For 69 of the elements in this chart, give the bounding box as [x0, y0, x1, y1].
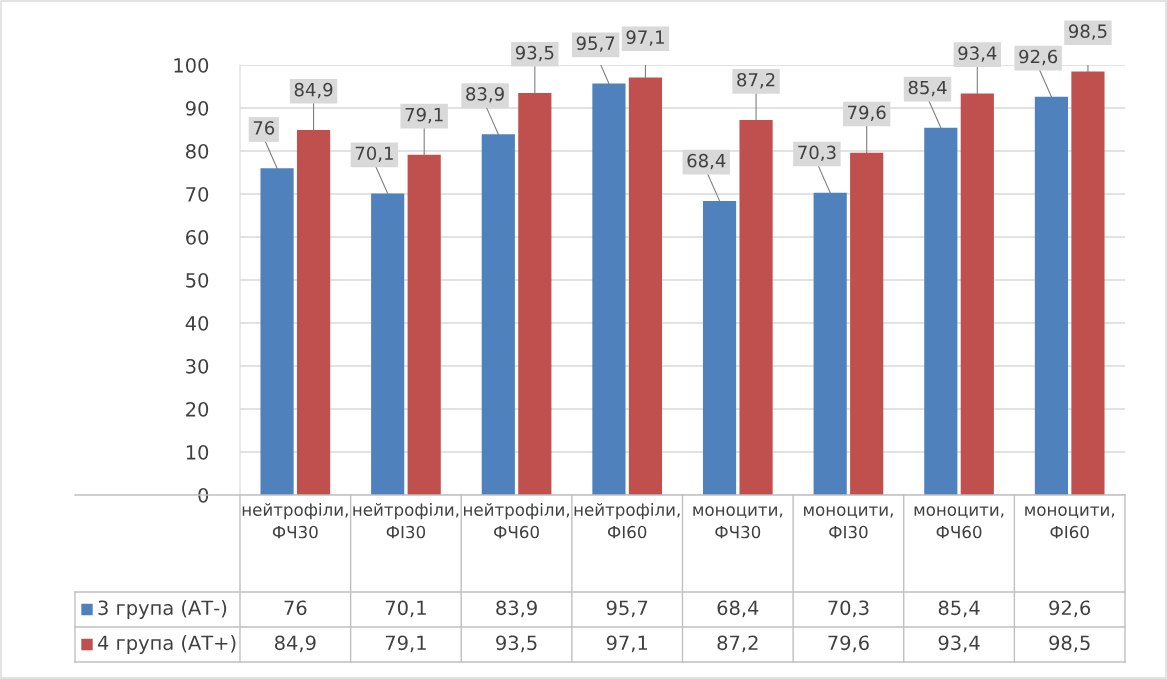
data-label: 68,4 — [717, 600, 759, 618]
bar — [592, 83, 626, 495]
y-tick-label: 90 — [185, 100, 209, 116]
data-label: 70,1 — [385, 600, 426, 618]
text: 92,6 — [1019, 49, 1058, 66]
bar — [481, 134, 515, 495]
x-tick-label: моноцити, ФІ60 — [1025, 506, 1114, 539]
x-tick-label: моноцити, ФЧ60 — [914, 506, 1004, 539]
bar — [924, 127, 958, 495]
bar — [850, 152, 884, 495]
data-label: 84,9 — [274, 635, 316, 653]
x-tick-label: моноцити, ФІ30 — [804, 506, 893, 539]
y-tick-label: 10 — [186, 444, 209, 460]
text: 70,1 — [355, 146, 393, 162]
bar — [739, 120, 773, 495]
y-tick-label: 40 — [185, 315, 209, 331]
y-tick-label: 100 — [174, 57, 209, 73]
y-tick-label: 30 — [186, 358, 209, 374]
text: 93,4 — [958, 46, 997, 62]
legend-label: 4 група (АТ+) — [97, 635, 236, 654]
data-label: 93,5 — [496, 635, 537, 653]
data-label: 79,6 — [828, 635, 869, 653]
data-label: 92,6 — [1049, 600, 1091, 618]
x-tick-label: моноцити, ФЧ30 — [693, 506, 783, 539]
x-tick-label: нейтрофіли, ФІ60 — [574, 503, 680, 539]
text: 87,2 — [737, 72, 775, 89]
text: 70,3 — [798, 145, 836, 162]
data-label: 98,5 — [1049, 635, 1090, 653]
text: 79,1 — [405, 107, 443, 124]
x-tick-label: нейтрофіли, ФІ30 — [353, 503, 459, 539]
bar — [1034, 96, 1069, 495]
data-label: 83,9 — [496, 600, 537, 618]
y-tick-label: 70 — [186, 186, 209, 202]
text: 68,4 — [687, 153, 726, 170]
text: 97,1 — [626, 30, 664, 46]
bar — [813, 192, 847, 495]
data-label: 79,1 — [385, 635, 426, 653]
bar — [628, 77, 663, 495]
data-label: 76 — [284, 600, 307, 616]
x-tick-label: нейтрофіли, ФЧ30 — [242, 503, 348, 539]
text: 76 — [253, 121, 275, 135]
text: 95,7 — [576, 36, 615, 52]
data-label: 85,4 — [938, 600, 980, 618]
bar — [960, 93, 994, 495]
legend-label: 3 група (АТ-) — [98, 600, 227, 619]
bar — [371, 193, 405, 495]
data-label: 93,4 — [938, 635, 980, 653]
y-tick-label: 80 — [186, 143, 209, 159]
bar — [296, 129, 331, 495]
data-label: 95,7 — [606, 600, 648, 618]
data-label: 97,1 — [606, 635, 648, 653]
bar — [260, 168, 294, 495]
text: 98,5 — [1068, 24, 1107, 40]
y-tick-label: 50 — [186, 272, 209, 288]
y-tick-label: 60 — [186, 229, 209, 245]
data-label: 87,2 — [717, 635, 758, 653]
text: 85,4 — [908, 80, 947, 97]
bar — [518, 92, 552, 495]
y-tick-label: 20 — [186, 401, 209, 417]
bar — [407, 154, 441, 495]
x-tick-label: нейтрофіли, ФЧ60 — [464, 503, 569, 539]
text: 84,9 — [294, 82, 333, 99]
text: 83,9 — [466, 87, 504, 103]
bar — [702, 200, 737, 495]
text: 93,5 — [515, 45, 554, 62]
y-tick-label: 0 — [198, 487, 209, 503]
bar — [1071, 71, 1105, 495]
text: 79,6 — [848, 105, 886, 122]
data-label: 70,3 — [828, 600, 869, 618]
